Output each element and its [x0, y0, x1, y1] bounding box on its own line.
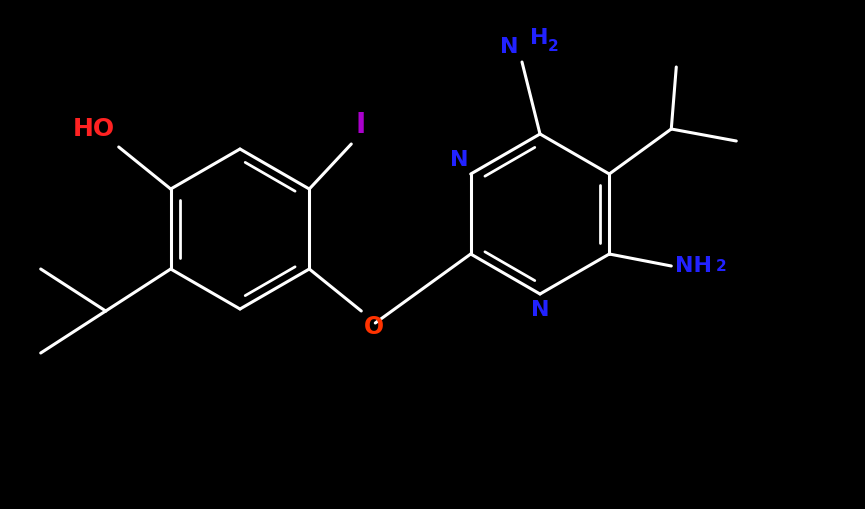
Text: N: N: [531, 300, 549, 320]
Text: NH: NH: [676, 256, 712, 276]
Text: HO: HO: [73, 117, 115, 141]
Text: N: N: [499, 37, 518, 57]
Text: 2: 2: [548, 39, 559, 54]
Text: N: N: [450, 150, 469, 170]
Text: O: O: [364, 315, 384, 339]
Text: I: I: [356, 111, 366, 139]
Text: H: H: [530, 28, 548, 48]
Text: 2: 2: [715, 259, 726, 274]
